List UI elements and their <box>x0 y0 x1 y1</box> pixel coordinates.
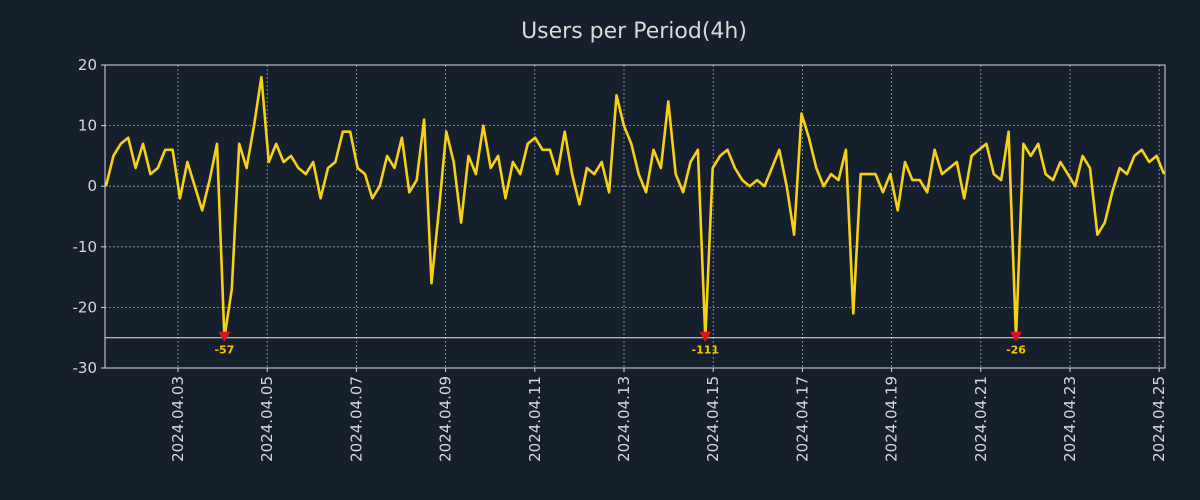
x-tick-label: 2024.04.09 <box>437 376 455 462</box>
clip-marker <box>218 331 231 342</box>
clip-markers: -57 -111 -26 <box>214 331 1026 357</box>
grid <box>105 65 1165 368</box>
clip-value-label: -111 <box>692 344 720 357</box>
chart-title: Users per Period(4h) <box>521 19 747 44</box>
axis-ticks: 20 10 0 -10 -20 -30 2024.04.03 2024.04.05 2024.0… <box>73 56 1169 462</box>
x-tick-label: 2024.04.17 <box>793 376 811 462</box>
x-tick-label: 2024.04.03 <box>169 376 187 462</box>
y-tick-label: -10 <box>73 238 98 256</box>
plot-frame <box>104 64 1166 369</box>
x-tick-label: 2024.04.23 <box>1061 376 1079 462</box>
clip-marker <box>699 331 712 342</box>
x-tick-label: 2024.04.13 <box>615 376 633 462</box>
y-tick-label: 20 <box>78 56 97 74</box>
series-line <box>104 75 1166 340</box>
x-tick-label: 2024.04.11 <box>526 376 544 462</box>
y-tick-label: 10 <box>78 117 97 135</box>
x-tick-label: 2024.04.21 <box>972 376 990 462</box>
x-tick-label: 2024.04.25 <box>1150 376 1168 462</box>
x-tick-label: 2024.04.15 <box>704 376 722 462</box>
y-tick-label: -30 <box>73 359 98 377</box>
clip-value-label: -26 <box>1006 344 1026 357</box>
y-tick-label: 0 <box>87 177 97 195</box>
clip-value-label: -57 <box>214 344 234 357</box>
x-tick-label: 2024.04.07 <box>347 376 365 462</box>
y-tick-label: -20 <box>73 298 98 316</box>
clip-marker <box>1010 331 1023 342</box>
x-tick-label: 2024.04.05 <box>258 376 276 462</box>
x-tick-label: 2024.04.19 <box>883 376 901 462</box>
series <box>104 75 1166 340</box>
